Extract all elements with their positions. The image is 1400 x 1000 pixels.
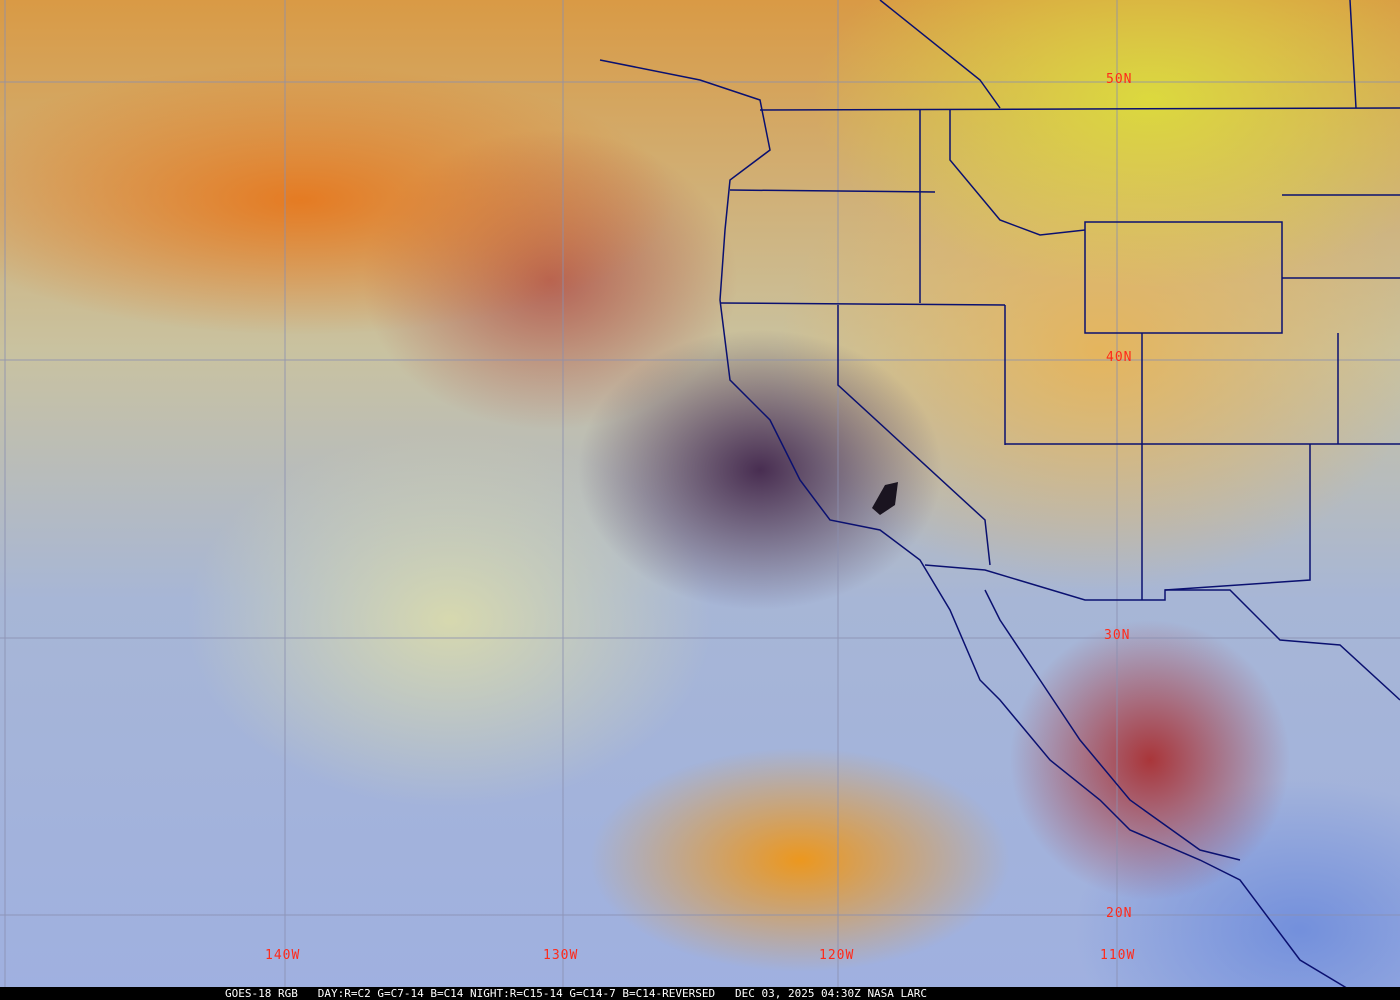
caption-bar: GOES-18 RGB DAY:R=C2 G=C7-14 B=C14 NIGHT… — [0, 987, 1400, 1000]
california-east — [837, 305, 991, 566]
lon-label-130w: 130W — [543, 948, 579, 963]
caption-credit: NASA LARC — [867, 987, 928, 1000]
gulf-of-california — [984, 589, 1241, 861]
lat-label-30n: 30N — [1104, 628, 1131, 643]
lon-label-120w: 120W — [819, 948, 855, 963]
arizona-newmexico — [1141, 444, 1311, 600]
idaho — [919, 110, 1086, 303]
mexico-border — [924, 564, 1400, 701]
caption-product: GOES-18 RGB — [225, 987, 298, 1000]
coastlines-and-borders — [599, 0, 1400, 991]
utah-colorado — [1005, 194, 1400, 445]
canada-border — [759, 107, 1400, 111]
canada-provinces — [879, 0, 1357, 109]
lat-label-50n: 50N — [1106, 72, 1133, 87]
west-coast — [599, 59, 1351, 991]
oregon-north — [729, 189, 936, 193]
fire-smoke-plume — [872, 482, 898, 515]
montana-wyoming — [1084, 221, 1283, 334]
lat-label-40n: 40N — [1106, 350, 1133, 365]
lon-label-140w: 140W — [265, 948, 301, 963]
california-north — [719, 302, 1006, 306]
lon-label-110w: 110W — [1100, 948, 1136, 963]
lat-label-20n: 20N — [1106, 906, 1133, 921]
caption-recipe: DAY:R=C2 G=C7-14 B=C14 NIGHT:R=C15-14 G=… — [317, 987, 716, 1000]
caption-datetime: DEC 03, 2025 04:30Z — [734, 987, 861, 1000]
